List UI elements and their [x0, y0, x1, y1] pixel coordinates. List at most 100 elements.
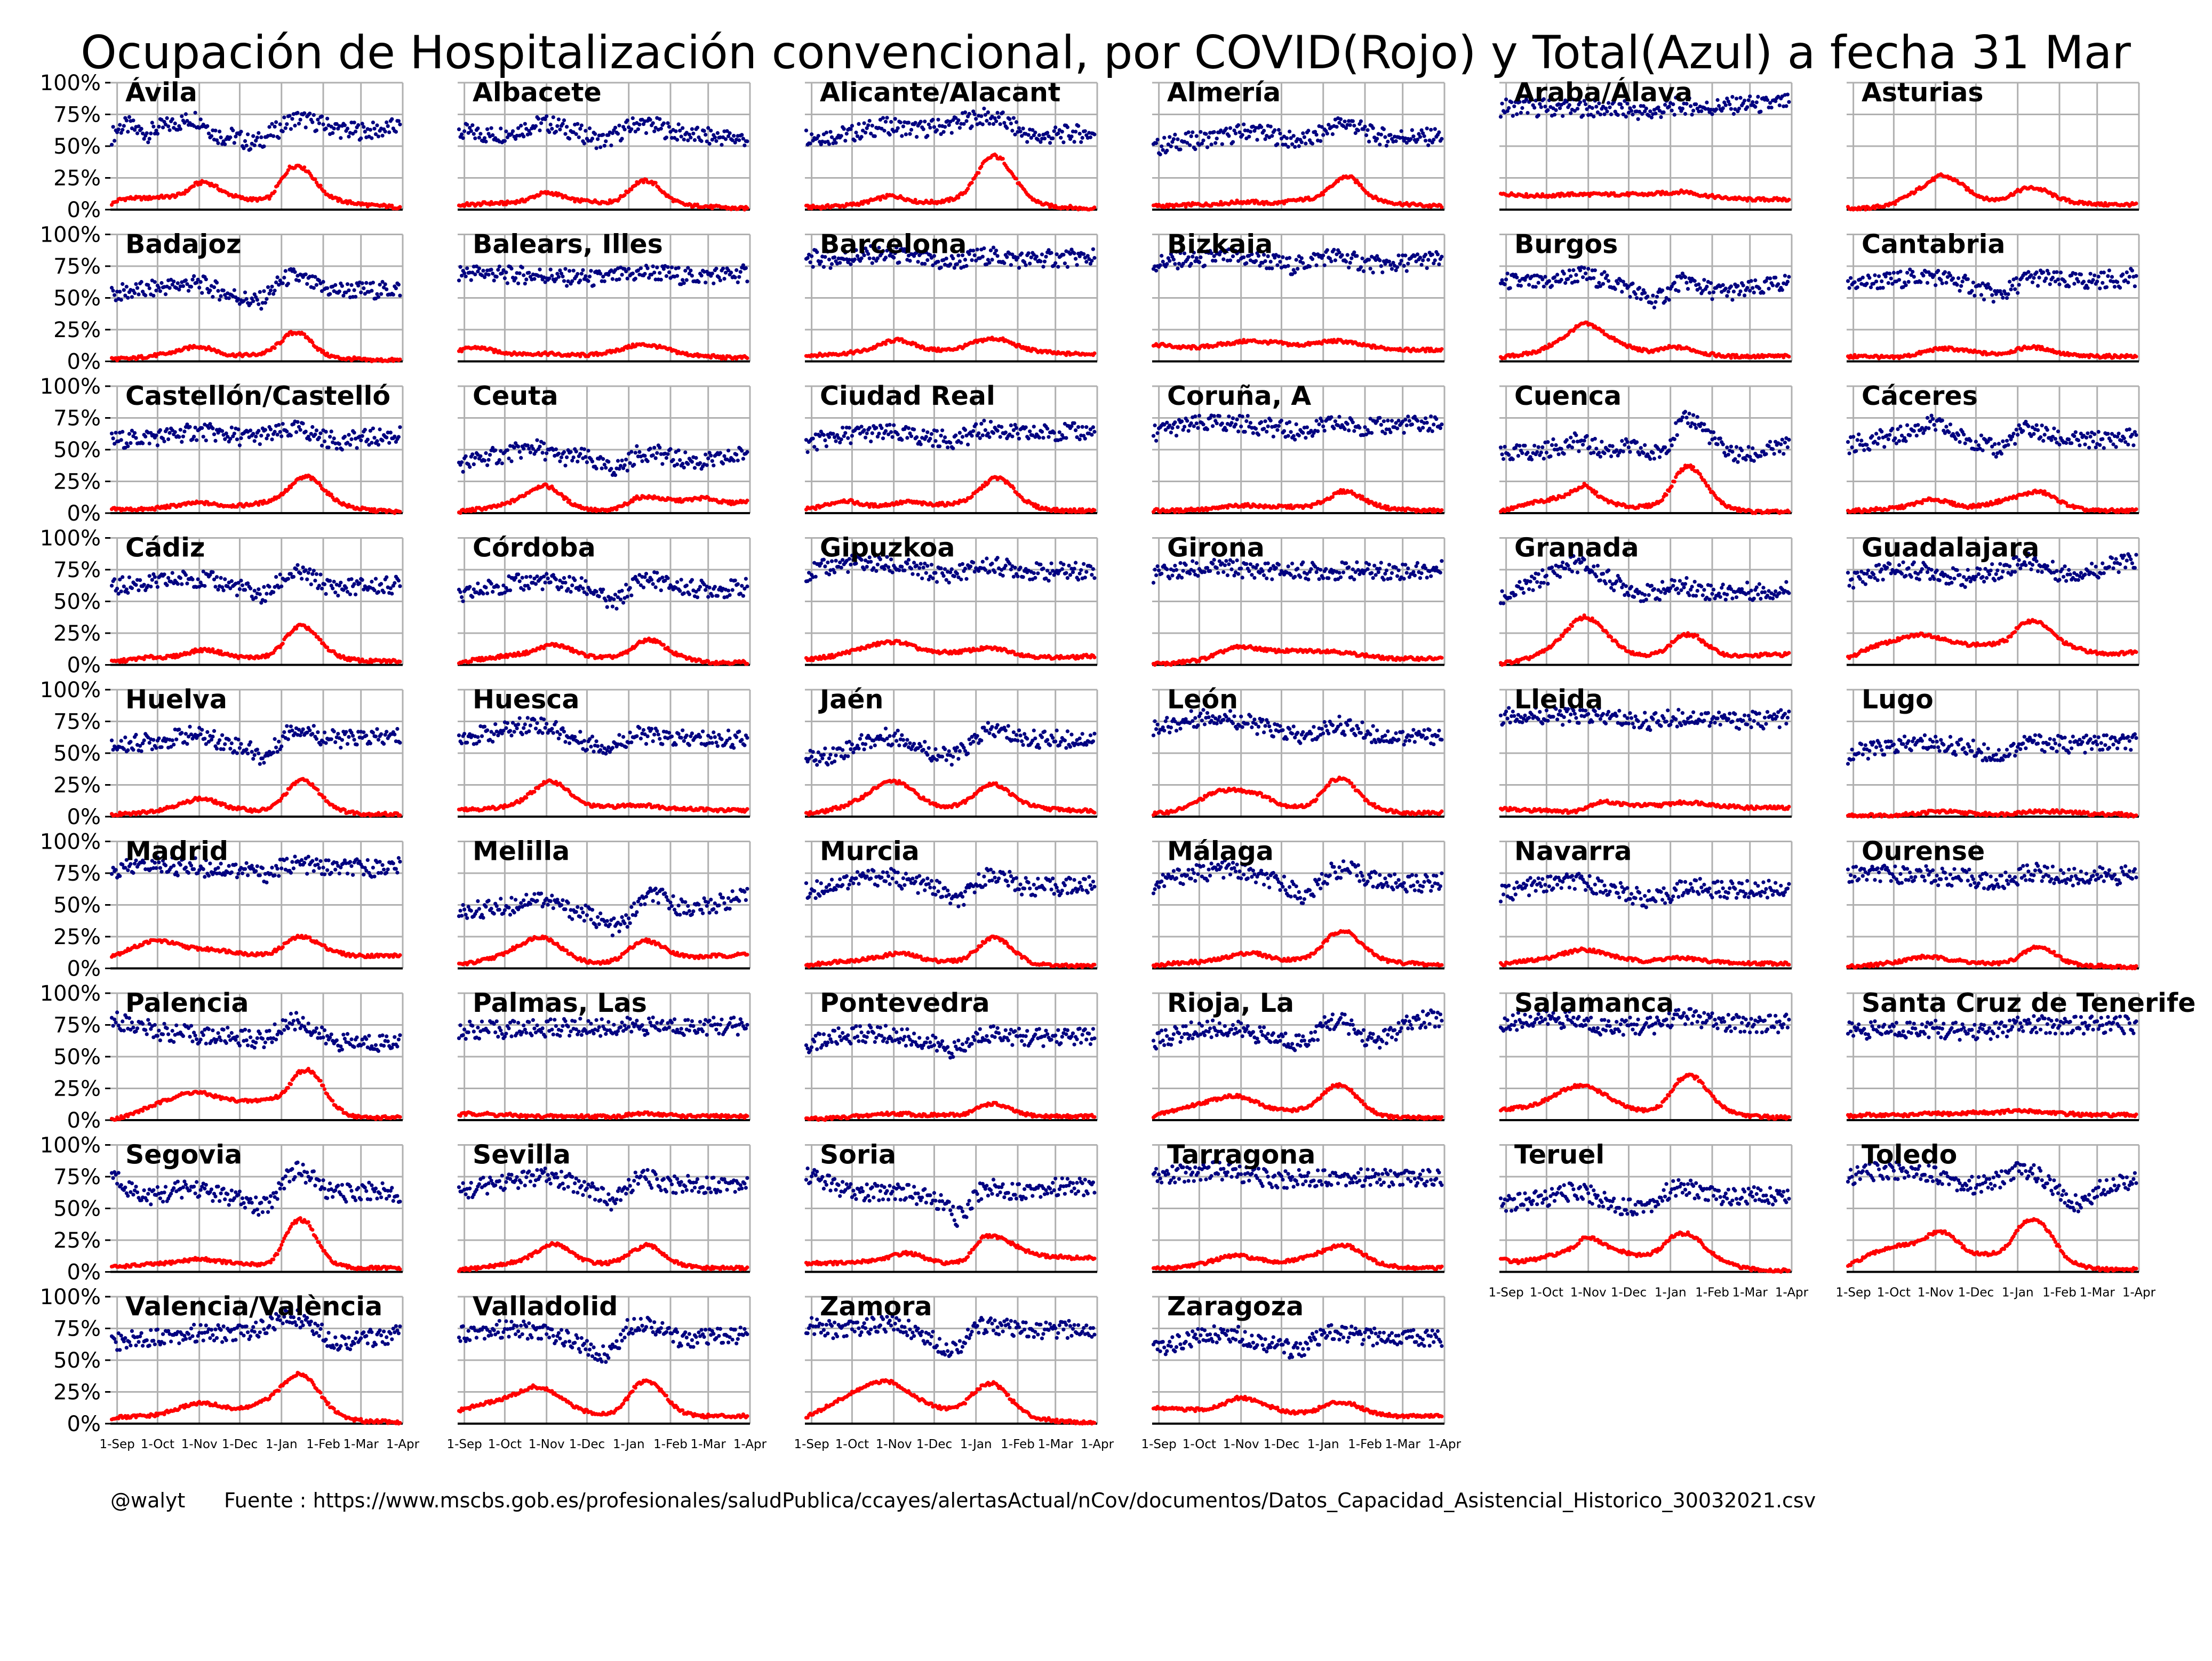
total-point — [1877, 274, 1881, 278]
total-point — [140, 127, 143, 131]
total-point — [639, 266, 643, 270]
total-point — [1380, 270, 1384, 274]
total-point — [1676, 289, 1680, 293]
total-point — [1285, 136, 1289, 140]
total-point — [620, 273, 624, 276]
total-point — [498, 265, 501, 268]
total-point — [148, 137, 151, 141]
total-point — [153, 280, 157, 284]
total-point — [922, 127, 925, 131]
total-point — [1707, 291, 1711, 294]
total-point — [1880, 280, 1883, 283]
total-point — [1966, 277, 1970, 281]
total-point — [1081, 136, 1084, 140]
total-point — [462, 271, 466, 275]
total-point — [589, 269, 593, 273]
total-point — [974, 117, 978, 121]
total-point — [293, 270, 297, 274]
total-point — [200, 291, 204, 295]
total-point — [308, 111, 312, 115]
total-point — [999, 122, 1002, 126]
total-point — [1410, 128, 1414, 132]
total-point — [1714, 107, 1718, 111]
total-point — [745, 139, 749, 143]
total-point — [563, 267, 567, 271]
total-point — [742, 143, 746, 147]
total-point — [165, 116, 169, 120]
total-point — [137, 292, 140, 296]
total-point — [1278, 132, 1282, 135]
total-point — [519, 124, 523, 127]
total-point — [239, 130, 243, 133]
total-point — [477, 136, 481, 140]
total-point — [469, 278, 473, 282]
total-point — [257, 131, 260, 135]
total-point — [172, 280, 175, 283]
total-point — [1355, 254, 1359, 258]
total-point — [1063, 261, 1067, 265]
total-point — [2063, 280, 2067, 283]
total-point — [1277, 128, 1281, 132]
total-point — [976, 247, 979, 251]
total-point — [948, 262, 952, 266]
total-point — [1729, 107, 1733, 111]
total-point — [473, 273, 477, 276]
total-point — [277, 136, 281, 140]
total-point — [2101, 281, 2104, 285]
total-point — [580, 124, 584, 127]
total-point — [680, 134, 683, 138]
total-point — [693, 138, 697, 142]
total-point — [1367, 140, 1371, 143]
total-point — [1735, 97, 1738, 100]
total-point — [1510, 100, 1513, 104]
total-point — [269, 289, 273, 292]
panel-title: Bizkaia — [1167, 229, 1273, 260]
total-point — [1437, 130, 1441, 134]
total-point — [1504, 98, 1508, 101]
total-point — [354, 295, 357, 299]
total-point — [1045, 131, 1049, 134]
total-point — [958, 259, 962, 263]
total-point — [1686, 287, 1690, 291]
total-point — [490, 126, 493, 130]
total-point — [282, 276, 286, 280]
total-point — [739, 270, 742, 274]
total-point — [1780, 288, 1784, 292]
total-point — [1581, 275, 1585, 279]
total-point — [572, 269, 576, 273]
total-point — [611, 277, 614, 281]
total-point — [164, 292, 167, 296]
total-point — [601, 133, 605, 137]
total-point — [338, 290, 341, 293]
total-point — [574, 132, 578, 136]
total-point — [2041, 270, 2045, 274]
total-point — [850, 124, 854, 127]
total-point — [562, 118, 566, 122]
total-point — [1429, 128, 1433, 132]
total-point — [397, 283, 401, 286]
total-point — [1411, 134, 1415, 138]
total-point — [253, 143, 257, 147]
total-point — [838, 261, 842, 265]
total-point — [819, 260, 823, 263]
covid-point — [1787, 355, 1791, 358]
total-point — [190, 278, 194, 282]
total-point — [462, 129, 466, 133]
total-point — [700, 274, 704, 277]
total-point — [1574, 273, 1578, 277]
total-point — [1259, 125, 1263, 129]
total-point — [2047, 271, 2050, 275]
total-point — [1369, 267, 1372, 270]
total-point — [682, 138, 686, 141]
total-point — [483, 136, 486, 140]
total-point — [113, 293, 116, 297]
total-point — [561, 275, 564, 278]
total-point — [981, 255, 985, 259]
total-point — [270, 285, 274, 289]
total-point — [644, 131, 648, 135]
total-point — [184, 112, 188, 116]
total-point — [111, 125, 115, 129]
total-point — [1264, 137, 1267, 141]
total-point — [970, 124, 974, 128]
total-point — [709, 129, 713, 132]
